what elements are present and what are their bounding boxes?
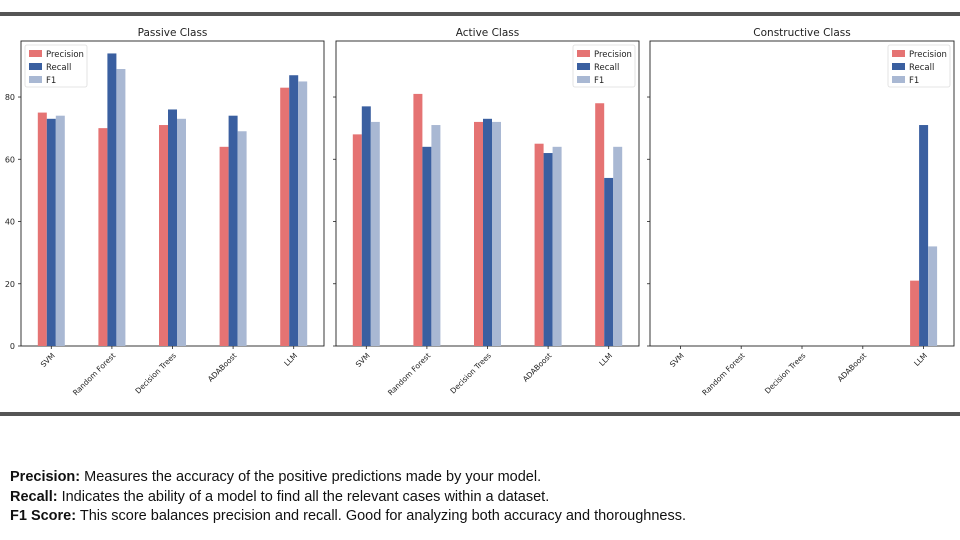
chart-panel-3: Constructive Class SVM Random Forest Decisi… [647, 27, 955, 397]
bar-f1 [237, 131, 247, 346]
legend-label: Recall [594, 63, 619, 73]
x-tick-label: Random Forest [386, 351, 432, 397]
legend: Precision Recall F1 [24, 44, 88, 88]
legend-label: Precision [46, 50, 84, 60]
panel-title: Active Class [456, 27, 519, 39]
chart-figure: Passive Class 0 20 40 60 80 SVM Random Forest De… [0, 12, 960, 416]
bar-recall [483, 118, 492, 346]
bar-recall [107, 53, 117, 347]
bar-recall [919, 125, 929, 346]
bar-recall [46, 118, 56, 346]
bar-f1 [552, 146, 562, 346]
bar-precision [159, 125, 168, 346]
definition-f1: F1 Score: This score balances precision … [10, 507, 950, 527]
x-tick-label: ADABoost [206, 351, 239, 384]
definition-term: F1 Score: [10, 508, 77, 524]
bar-recall [168, 109, 177, 346]
bar-f1 [177, 118, 186, 346]
bar-precision [474, 121, 483, 346]
x-tick-label: ADABoost [836, 351, 869, 384]
legend-swatch [892, 76, 905, 83]
bar-f1 [492, 121, 501, 346]
bar-f1 [613, 146, 623, 346]
y-tick-label: 40 [5, 218, 15, 227]
legend-label: F1 [594, 76, 604, 86]
definition-term: Precision: [10, 469, 81, 485]
bar-precision [219, 146, 229, 346]
bar-precision [98, 128, 108, 346]
legend-label: Recall [909, 63, 934, 73]
x-tick-label: Decision Trees [763, 351, 808, 396]
bar-f1 [55, 115, 65, 346]
legend-swatch [29, 63, 42, 70]
bar-recall [604, 177, 614, 346]
x-tick-label: SVM [668, 351, 686, 369]
bar-f1 [298, 81, 308, 347]
bar-recall [228, 115, 238, 346]
bar-recall [422, 146, 432, 346]
definition-recall: Recall: Indicates the ability of a model… [10, 488, 950, 508]
bar-f1 [431, 125, 441, 346]
legend-swatch [29, 50, 42, 57]
legend-swatch [29, 76, 42, 83]
definition-term: Recall: [10, 488, 58, 505]
bar-precision [534, 143, 544, 346]
x-tick-label: LLM [912, 351, 929, 368]
bar-precision [37, 112, 47, 346]
panel-title: Constructive Class [753, 27, 850, 39]
definition-text: Indicates the ability of a model to find… [57, 488, 550, 505]
bar-precision [352, 134, 362, 346]
legend-label: Recall [46, 63, 71, 73]
bar-recall [361, 106, 371, 346]
x-tick-label: Decision Trees [448, 351, 493, 396]
y-tick-label: 0 [10, 342, 15, 351]
y-tick-label: 60 [5, 155, 15, 164]
legend: Precision Recall F1 [572, 44, 636, 88]
legend-swatch [892, 50, 905, 57]
legend-label: F1 [46, 76, 56, 86]
y-tick-label: 20 [5, 280, 15, 289]
x-tick-label: LLM [597, 351, 614, 368]
bar-f1 [928, 246, 938, 346]
bar-precision [910, 280, 920, 346]
legend-swatch [892, 63, 905, 70]
legend-label: Precision [909, 50, 947, 60]
bar-f1 [116, 69, 126, 347]
definition-precision: Precision: Measures the accuracy of the … [10, 468, 950, 488]
chart-panel-2: Active Class SVM Random Forest Decision Tre… [333, 27, 640, 397]
bar-precision [595, 103, 605, 346]
chart-canvas: Passive Class 0 20 40 60 80 SVM Random Forest De… [5, 27, 955, 397]
legend: Precision Recall F1 [887, 44, 951, 88]
x-tick-label: SVM [354, 351, 372, 369]
x-tick-label: LLM [282, 351, 299, 368]
x-tick-label: ADABoost [521, 351, 554, 384]
legend-swatch [577, 76, 590, 83]
y-tick-label: 80 [5, 93, 15, 102]
x-tick-label: Random Forest [71, 351, 117, 397]
bar-precision [280, 87, 290, 347]
x-tick-label: SVM [39, 351, 57, 369]
definitions-block: Precision: Measures the accuracy of the … [10, 468, 950, 527]
panel-title: Passive Class [138, 27, 208, 39]
bar-recall [289, 75, 299, 347]
chart-panel-1: Passive Class 0 20 40 60 80 SVM Random Forest De… [5, 27, 325, 397]
x-tick-label: Decision Trees [133, 351, 178, 396]
legend-label: Precision [594, 50, 632, 60]
definition-text: This score balances precision and recall… [76, 508, 686, 524]
bar-f1 [370, 121, 380, 346]
bar-recall [543, 153, 553, 346]
x-tick-label: Random Forest [700, 351, 746, 397]
bar-precision [413, 93, 423, 346]
legend-swatch [577, 50, 590, 57]
legend-swatch [577, 63, 590, 70]
legend-label: F1 [909, 76, 919, 86]
definition-text: Measures the accuracy of the positive pr… [80, 469, 542, 485]
